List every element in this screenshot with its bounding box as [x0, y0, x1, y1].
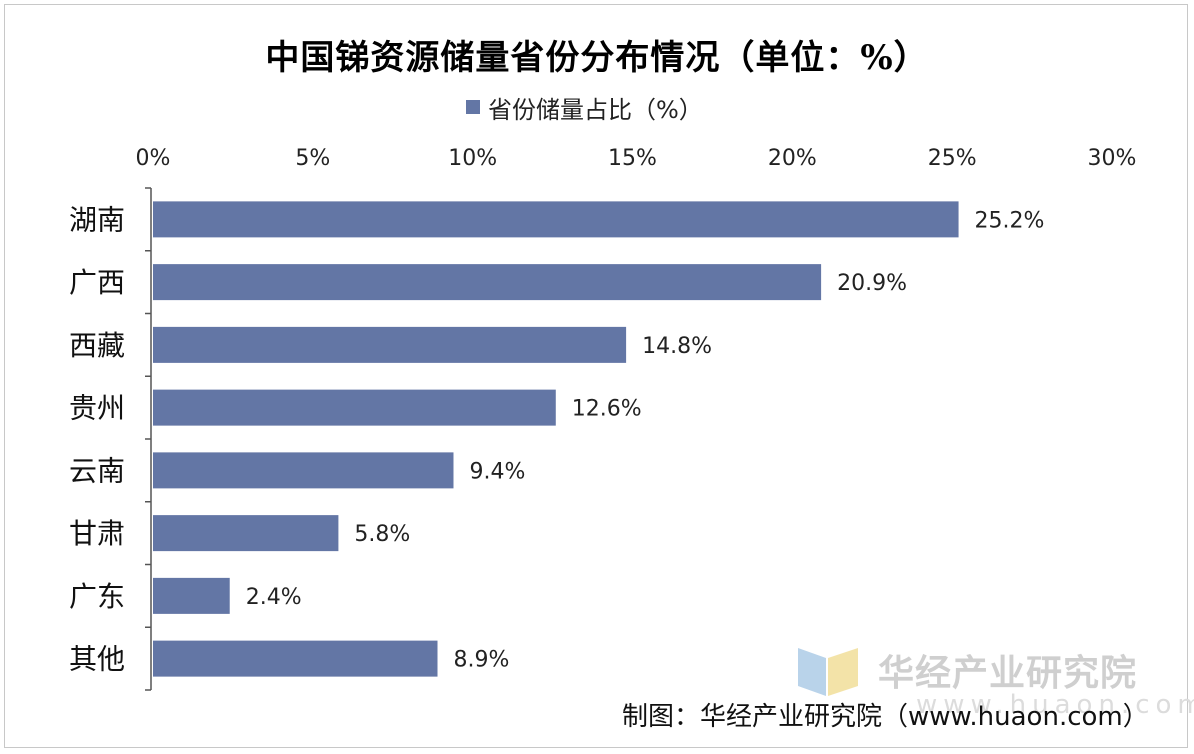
category-label: 广东 [69, 580, 125, 613]
legend-swatch [466, 100, 480, 114]
data-label: 8.9% [454, 648, 510, 673]
source-note: 制图：华经产业研究院（www.huaon.com） [622, 702, 1149, 732]
data-label: 12.6% [572, 397, 642, 422]
category-label: 贵州 [69, 392, 125, 425]
data-label: 5.8% [354, 522, 410, 547]
data-label: 2.4% [246, 585, 302, 610]
legend-label: 省份储量占比（%） [488, 95, 703, 124]
watermark-url: www.huaon.com [916, 690, 1194, 720]
bar [153, 264, 822, 301]
data-label: 14.8% [642, 334, 712, 359]
bar [153, 201, 959, 238]
chart-title: 中国锑资源储量省份分布情况（单位：%） [265, 38, 929, 78]
category-label: 广西 [69, 266, 125, 299]
watermark: 华经产业研究院 www.huaon.com [796, 640, 1194, 720]
x-tick-label: 0% [136, 146, 171, 171]
watermark-logo-icon [798, 648, 858, 696]
data-label: 9.4% [469, 459, 525, 484]
category-label: 西藏 [69, 329, 125, 362]
watermark-brand: 华经产业研究院 [878, 653, 1138, 694]
bar [153, 640, 438, 677]
category-label: 湖南 [69, 203, 125, 236]
bar [153, 389, 556, 426]
chart-legend: 省份储量占比（%） [466, 92, 703, 124]
x-tick-label: 30% [1088, 146, 1137, 171]
category-label: 其他 [69, 643, 125, 676]
x-tick-label: 15% [608, 146, 657, 171]
bar [153, 326, 627, 363]
x-tick-label: 20% [768, 146, 817, 171]
chart-frame [4, 4, 1188, 748]
category-label: 甘肃 [69, 517, 125, 550]
data-label: 25.2% [975, 208, 1045, 233]
category-label: 云南 [69, 454, 125, 487]
x-tick-label: 10% [448, 146, 497, 171]
data-label: 20.9% [837, 271, 907, 296]
x-tick-label: 5% [295, 146, 330, 171]
x-tick-label: 25% [928, 146, 977, 171]
bar [153, 577, 230, 614]
bar [153, 515, 339, 552]
bar [153, 452, 454, 489]
